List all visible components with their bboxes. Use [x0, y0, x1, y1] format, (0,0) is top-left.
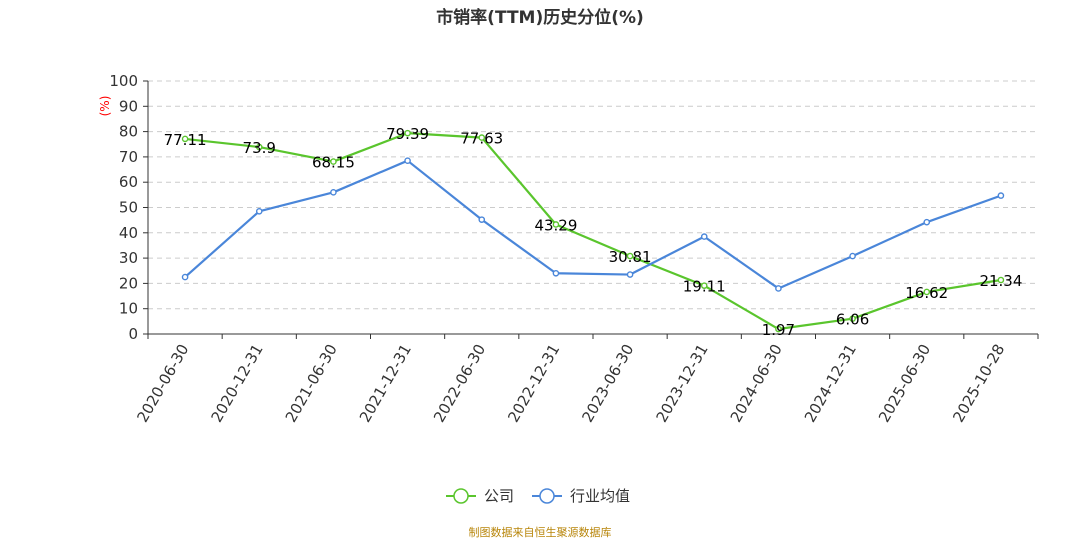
series-line-0	[184, 132, 1002, 331]
y-tick-label: 10	[119, 300, 138, 318]
data-label: 19.11	[683, 278, 726, 296]
x-tick-label: 2022-12-31	[504, 341, 563, 426]
data-point[interactable]	[775, 325, 782, 333]
x-tick-label: 2025-06-30	[875, 341, 934, 426]
y-tick-label: 60	[119, 173, 138, 191]
data-point[interactable]	[626, 252, 634, 260]
legend-item-0[interactable]: 公司	[446, 487, 514, 505]
data-point[interactable]	[552, 269, 560, 277]
data-point[interactable]	[849, 252, 856, 260]
data-point[interactable]	[923, 288, 931, 296]
x-tick-labels: 2020-06-30 2020-12-31 2021-06-30 2021-12-31…	[133, 341, 1008, 426]
series-line-1	[184, 159, 1002, 290]
data-point[interactable]	[997, 192, 1005, 199]
data-label: 77.11	[164, 131, 207, 149]
data-label: 43.29	[534, 216, 577, 234]
data-point[interactable]	[404, 129, 411, 137]
legend-marker	[453, 488, 469, 504]
legend-label: 行业均值	[570, 487, 630, 505]
data-label: 79.39	[386, 125, 429, 143]
x-tick-label: 2023-06-30	[578, 341, 637, 426]
x-tick-label: 2020-12-31	[208, 341, 267, 426]
x-tick-label: 2025-10-28	[949, 341, 1008, 426]
data-point[interactable]	[997, 276, 1005, 284]
grid-lines	[148, 80, 1038, 310]
data-label: 30.81	[609, 248, 652, 266]
data-point[interactable]	[181, 135, 189, 143]
data-label: 73.9	[243, 139, 276, 157]
legend[interactable]: 公司 行业均值	[446, 487, 630, 505]
data-labels: 77.11 73.9 68.15 79.39 77.63 43.29 30.81 19.11 1…	[164, 125, 1023, 339]
y-tick-labels: 0 10 20 30 40 50 60 70 80 90 100	[109, 72, 138, 343]
data-point[interactable]	[255, 207, 263, 215]
data-label: 68.15	[312, 154, 355, 172]
x-tick-label: 2021-06-30	[282, 341, 341, 426]
data-point[interactable]	[404, 157, 411, 164]
y-tick-label: 80	[119, 123, 138, 141]
x-tick-label: 2023-12-31	[653, 341, 712, 426]
data-point[interactable]	[478, 134, 486, 141]
legend-label: 公司	[484, 487, 514, 505]
y-tick-label: 100	[109, 72, 138, 90]
series-layer	[181, 129, 1005, 333]
axes	[143, 80, 1039, 339]
data-point[interactable]	[700, 233, 708, 240]
x-tick-label: 2021-12-31	[356, 341, 415, 426]
data-label: 6.06	[836, 311, 869, 329]
x-tick-label: 2022-06-30	[430, 341, 489, 426]
y-tick-label: 90	[119, 97, 138, 115]
y-tick-label: 30	[119, 249, 138, 267]
data-label: 1.97	[762, 321, 795, 339]
data-point[interactable]	[552, 221, 560, 228]
data-point[interactable]	[330, 189, 337, 196]
data-point[interactable]	[181, 273, 189, 281]
y-tick-label: 40	[119, 224, 138, 242]
x-tick-label: 2024-12-31	[801, 341, 860, 426]
data-point[interactable]	[626, 271, 634, 278]
data-label: 16.62	[905, 284, 948, 302]
y-tick-label: 20	[119, 274, 138, 292]
data-point[interactable]	[478, 216, 486, 223]
x-tick-label: 2024-06-30	[727, 341, 786, 426]
x-tick-label: 2020-06-30	[133, 341, 192, 426]
source-note: 制图数据来自恒生聚源数据库	[469, 525, 612, 539]
y-axis-unit: (%)	[98, 96, 112, 117]
chart-title: 市销率(TTM)历史分位(%)	[436, 7, 644, 28]
legend-marker	[539, 488, 555, 504]
y-tick-label: 70	[119, 148, 138, 166]
data-label: 77.63	[460, 130, 503, 148]
legend-item-1[interactable]: 行业均值	[532, 487, 630, 505]
data-point[interactable]	[330, 158, 337, 165]
data-point[interactable]	[923, 218, 931, 226]
y-tick-label: 50	[119, 199, 138, 217]
data-label: 21.34	[979, 272, 1022, 290]
y-tick-label: 0	[128, 325, 138, 343]
data-point[interactable]	[700, 282, 708, 289]
data-point[interactable]	[775, 285, 782, 292]
data-point[interactable]	[849, 315, 856, 322]
data-point[interactable]	[255, 143, 263, 151]
